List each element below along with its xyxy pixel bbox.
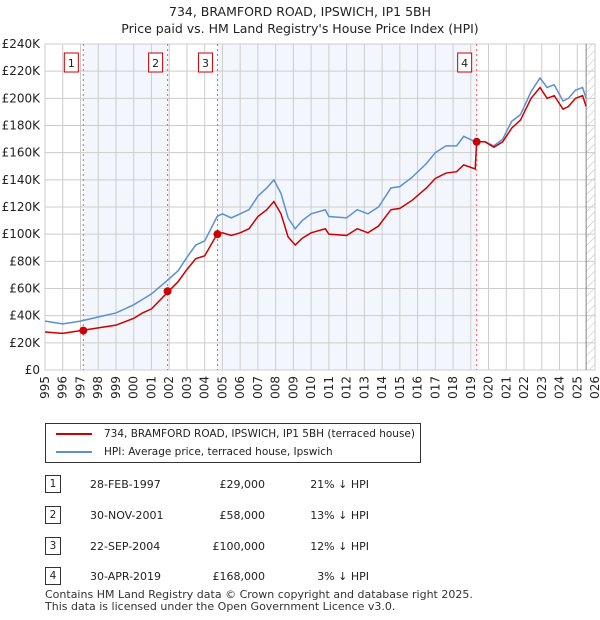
x-tick-label: 2024 [553,376,567,400]
transaction-date: 30-NOV-2001 [90,509,164,522]
x-tick-label: 2010 [304,376,318,400]
legend: 734, BRAMFORD ROAD, IPSWICH, IP1 5BH (te… [45,423,421,463]
transaction-row: 4 30-APR-2019 £168,000 3% ↓ HPI [0,567,600,587]
transaction-price: £100,000 [212,540,266,553]
x-tick-label: 2007 [251,376,265,400]
sale-1-marker [79,326,88,335]
y-tick-label: £120K [2,200,42,214]
x-tick-label: 2014 [375,376,389,400]
x-tick-label: 2019 [464,376,478,400]
transaction-date: 30-APR-2019 [90,570,162,583]
sale-2-label-box [148,52,164,73]
legend-label: HPI: Average price, terraced house, Ipsw… [104,446,333,458]
x-tick-label: 2009 [286,376,300,400]
y-tick-label: £220K [2,64,42,78]
transaction-row: 3 22-SEP-2004 £100,000 12% ↓ HPI [0,537,600,557]
x-tick-label: 2020 [482,376,496,400]
y-tick-label: £40K [9,309,41,323]
transaction-number: 3 [45,537,61,555]
x-tick-label: 2003 [180,376,194,400]
transaction-hpi-diff: 21% ↓ HPI [310,478,369,491]
transaction-price: £168,000 [212,570,266,583]
x-tick-label: 1997 [73,376,87,400]
y-tick-label: £80K [9,254,41,268]
sale-2-label: 2 [152,57,159,70]
plot-border [44,43,596,371]
copyright-text: Contains HM Land Registry data © Crown c… [45,588,473,601]
x-tick-label: 2000 [127,376,141,400]
footer: Contains HM Land Registry data © Crown c… [45,589,473,613]
transaction-hpi-diff: 3% ↓ HPI [317,570,369,583]
y-tick-label: £140K [2,173,42,187]
x-tick-label: 2005 [215,376,229,400]
sale-4-label: 4 [461,57,468,70]
subtitle-line: Price paid vs. HM Land Registry's House … [121,21,479,36]
x-tick-label: 2011 [322,376,336,400]
transaction-price: £58,000 [219,509,266,522]
x-tick-label: 1998 [91,376,105,400]
x-tick-label: 2017 [428,376,442,400]
y-tick-label: £60K [9,282,41,296]
sale-3-label: 3 [202,57,209,70]
x-tick-label: 2006 [233,376,247,400]
transaction-hpi-diff: 12% ↓ HPI [310,540,369,553]
transaction-price: £29,000 [219,478,266,491]
x-tick-label: 2021 [499,376,513,400]
x-tick-label: 2018 [446,376,460,400]
sale-4-label-box [457,52,473,73]
x-tick-label: 1996 [56,376,70,400]
sale-3-marker [213,230,222,239]
x-tick-label: 2015 [393,376,407,400]
transaction-date: 28-FEB-1997 [90,478,161,491]
chart-title: 734, BRAMFORD ROAD, IPSWICH, IP1 5BH Pric… [0,3,600,37]
transaction-number: 1 [45,475,61,493]
transaction-date: 22-SEP-2004 [90,540,161,553]
y-tick-label: £0 [25,363,40,377]
x-tick-label: 2025 [570,376,584,400]
x-tick-label: 2002 [162,376,176,400]
legend-item-price: 734, BRAMFORD ROAD, IPSWICH, IP1 5BH (te… [56,425,415,443]
legend-swatch [56,433,92,435]
x-tick-label: 2013 [357,376,371,400]
sale-3-label-box [197,52,213,73]
x-tick-label: 2023 [535,376,549,400]
price-paid-line [44,86,587,335]
title-line: 734, BRAMFORD ROAD, IPSWICH, IP1 5BH [169,4,431,19]
y-tick-label: £160K [2,146,42,160]
transaction-hpi-diff: 13% ↓ HPI [310,509,369,522]
transaction-number: 2 [45,506,61,524]
sale-4-marker [472,137,481,146]
x-tick-label: 1999 [109,376,123,400]
licence-text: This data is licensed under the Open Gov… [45,600,396,613]
y-tick-label: £100K [2,227,42,241]
legend-item-hpi: HPI: Average price, terraced house, Ipsw… [56,443,333,461]
x-tick-label: 2012 [340,376,354,400]
x-tick-label: 2022 [517,376,531,400]
x-tick-label: 2008 [269,376,283,400]
hpi-line [44,76,587,325]
sale-2-marker [163,287,172,296]
x-tick-label: 2001 [144,376,158,400]
legend-label: 734, BRAMFORD ROAD, IPSWICH, IP1 5BH (te… [104,428,415,440]
y-tick-label: £240K [2,37,42,51]
sale-1-label-box [63,52,79,73]
x-tick-label: 2016 [411,376,425,400]
x-tick-label: 1995 [38,376,52,400]
y-tick-label: £200K [2,91,42,105]
x-tick-label: 2026 [588,376,600,400]
x-tick-label: 2004 [198,376,212,400]
y-tick-label: £20K [9,336,41,350]
price-chart: £0 £20K £40K £60K £80K £100K £120K £140K £160K £1… [2,37,600,400]
transaction-number: 4 [45,567,61,585]
sale-1-label: 1 [68,57,75,70]
legend-swatch [56,451,92,453]
transaction-row: 1 28-FEB-1997 £29,000 21% ↓ HPI [0,475,600,495]
y-tick-label: £180K [2,119,42,133]
transaction-row: 2 30-NOV-2001 £58,000 13% ↓ HPI [0,506,600,526]
